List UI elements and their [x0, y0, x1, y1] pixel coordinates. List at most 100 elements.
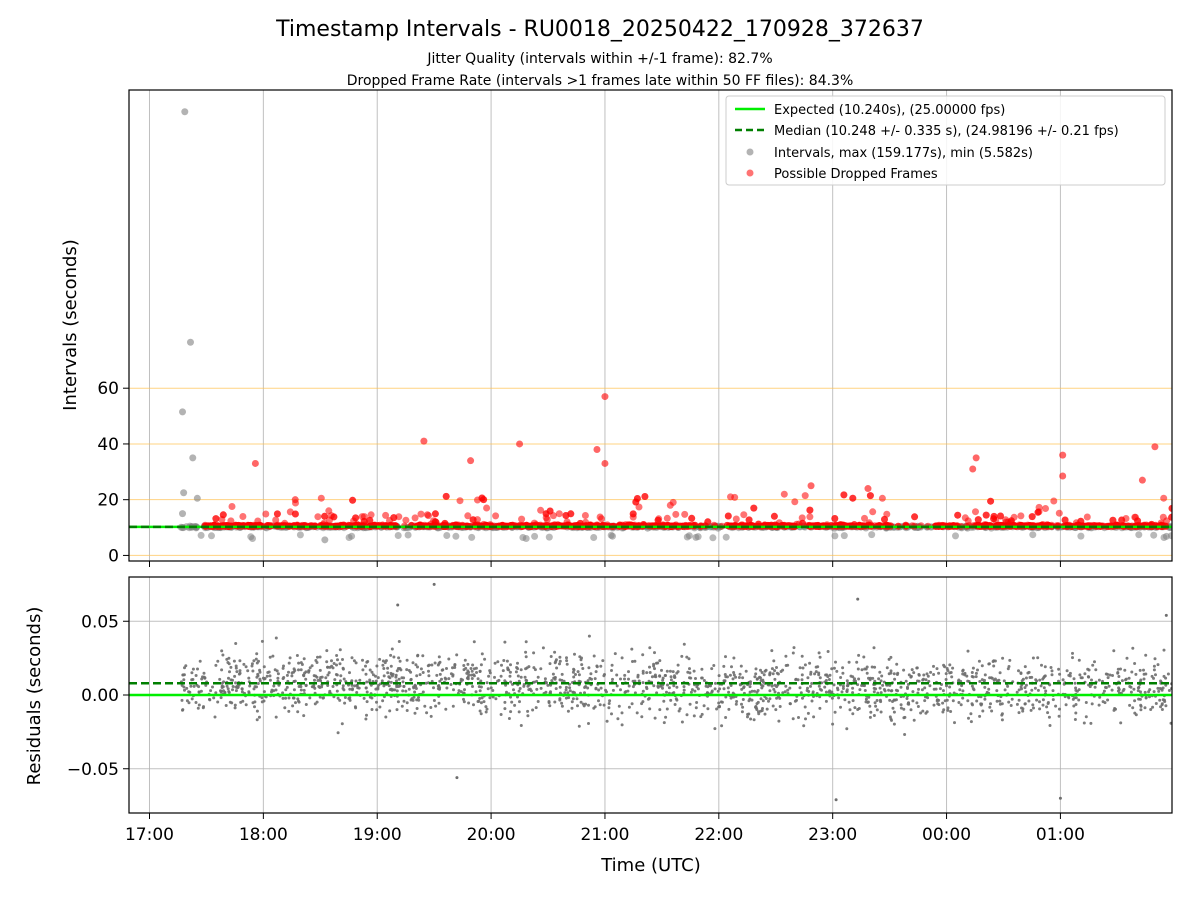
- residual-point: [734, 702, 738, 706]
- residual-point: [941, 689, 945, 693]
- residual-point: [990, 709, 994, 713]
- residual-point: [496, 660, 500, 664]
- residual-point: [839, 676, 843, 679]
- residual-point: [1106, 672, 1109, 676]
- x-tick-label-00:00: 00:00: [922, 825, 971, 845]
- residual-point: [355, 691, 359, 694]
- residual-point: [852, 679, 856, 683]
- residual-point: [732, 673, 736, 677]
- residual-point: [1104, 685, 1107, 689]
- residual-point: [640, 715, 644, 719]
- residual-point: [233, 706, 237, 710]
- top-y-tick-label-0: 0: [108, 546, 119, 566]
- residual-point: [187, 701, 191, 705]
- residual-point: [890, 689, 894, 693]
- residual-point: [182, 678, 186, 682]
- residual-point: [830, 667, 834, 671]
- interval-point: [607, 531, 615, 539]
- residual-point: [692, 669, 696, 673]
- chart-subtitle-jitter: Jitter Quality (intervals within +/-1 fr…: [426, 51, 772, 67]
- residual-point: [946, 706, 950, 710]
- residual-point: [1043, 665, 1047, 669]
- residual-point: [340, 722, 344, 726]
- residual-point: [576, 704, 579, 708]
- intervals-panel: 0 20 40 60: [97, 89, 1173, 567]
- residual-point: [418, 673, 422, 677]
- residual-point: [903, 733, 907, 736]
- residual-point: [480, 696, 484, 700]
- residual-point: [402, 699, 406, 703]
- residual-point: [755, 677, 759, 681]
- residual-point: [1077, 658, 1081, 662]
- residual-point: [923, 686, 927, 690]
- dropped-frame-point: [911, 513, 919, 521]
- dropped-frame-point: [431, 510, 439, 518]
- residual-point: [717, 701, 721, 705]
- residual-point: [332, 662, 336, 665]
- dropped-frame-point: [770, 512, 778, 520]
- residual-point: [397, 656, 401, 660]
- residual-point: [879, 710, 883, 714]
- dropped-frame-point: [807, 482, 815, 490]
- residual-point: [388, 709, 392, 713]
- residual-point: [364, 717, 368, 721]
- residual-point: [1127, 676, 1131, 680]
- residual-point: [772, 659, 776, 663]
- residual-point: [980, 678, 984, 682]
- residual-point: [958, 688, 962, 692]
- residual-point: [1072, 677, 1076, 681]
- residual-point: [902, 668, 906, 672]
- residual-outlier-point: [1164, 613, 1168, 617]
- interval-point: [181, 108, 189, 116]
- residual-point: [792, 646, 796, 650]
- residual-point: [786, 663, 790, 667]
- residual-point: [299, 668, 303, 672]
- residual-point: [395, 669, 399, 673]
- residual-point: [1131, 706, 1135, 710]
- residual-point: [507, 717, 511, 720]
- residual-point: [387, 684, 391, 688]
- residual-point: [922, 673, 926, 677]
- interval-point: [296, 531, 304, 539]
- residual-point: [806, 711, 810, 715]
- residual-point: [535, 687, 539, 691]
- residual-point: [484, 710, 488, 714]
- dropped-frame-point: [417, 510, 425, 518]
- residual-point: [680, 654, 684, 658]
- residual-point: [282, 664, 285, 668]
- dropped-frame-point: [654, 516, 662, 524]
- residual-point: [970, 671, 974, 674]
- residual-point: [364, 686, 368, 690]
- x-tick-label-22:00: 22:00: [694, 825, 743, 845]
- interval-point: [831, 532, 839, 540]
- residual-point: [959, 703, 963, 707]
- residual-point: [325, 660, 329, 664]
- residual-point: [1061, 678, 1065, 682]
- residual-point: [775, 666, 778, 669]
- residual-point: [1007, 665, 1011, 668]
- residual-point: [415, 707, 419, 710]
- residual-point: [570, 706, 574, 710]
- residual-point: [702, 704, 706, 708]
- residual-point: [675, 685, 679, 689]
- residual-point: [365, 690, 369, 694]
- residual-point: [550, 679, 554, 683]
- residual-point: [351, 687, 354, 691]
- residual-point: [773, 683, 777, 687]
- residual-point: [919, 711, 923, 715]
- residual-point: [616, 717, 620, 721]
- interval-point: [321, 536, 329, 544]
- residual-point: [1073, 681, 1077, 685]
- residual-point: [704, 684, 708, 688]
- residual-point: [415, 674, 419, 678]
- residual-point: [382, 674, 386, 678]
- residual-point: [297, 699, 300, 703]
- residual-point: [437, 655, 441, 659]
- residual-point: [438, 686, 442, 690]
- residual-point: [841, 687, 845, 690]
- residual-point: [894, 688, 898, 692]
- residual-point: [889, 669, 893, 673]
- residual-point: [484, 705, 488, 709]
- residual-point: [669, 675, 673, 679]
- residual-point: [847, 700, 851, 704]
